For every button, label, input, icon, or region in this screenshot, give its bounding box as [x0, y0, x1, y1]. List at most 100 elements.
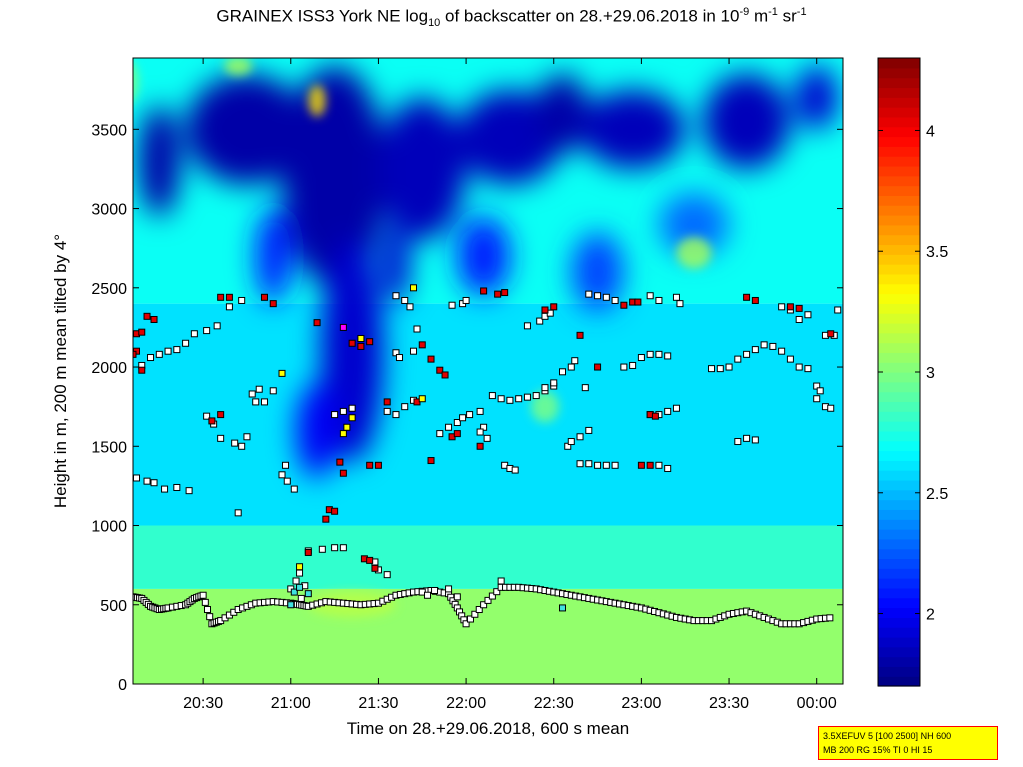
boundary-layer-marker	[488, 592, 496, 600]
colorbar-tick-label: 2.5	[926, 486, 948, 503]
boundary-layer-marker	[204, 606, 212, 614]
layer-marker-red	[313, 319, 321, 327]
layer-marker-white	[581, 384, 589, 392]
colorbar-step	[878, 568, 920, 579]
layer-marker-white	[523, 322, 531, 330]
colorbar-step	[878, 58, 920, 69]
colorbar-step	[878, 489, 920, 501]
colorbar-step	[878, 430, 920, 442]
layer-marker-white	[813, 395, 821, 403]
layer-marker-white	[646, 292, 654, 300]
colorbar-step	[878, 244, 920, 255]
layer-marker-white	[190, 330, 198, 338]
low-backscatter-region	[457, 216, 510, 296]
low-backscatter-region	[795, 65, 838, 130]
colorbar-tick-label: 3.5	[926, 244, 948, 261]
colorbar-step	[878, 165, 920, 177]
colorbar-step	[878, 676, 920, 687]
colorbar-step	[878, 597, 920, 609]
colorbar-step	[878, 126, 920, 138]
colorbar-step	[878, 97, 920, 108]
boundary-layer-marker	[471, 610, 479, 618]
layer-marker-white	[339, 407, 347, 415]
layer-marker-white	[480, 423, 488, 431]
colorbar-step	[878, 273, 920, 285]
layer-marker-red	[827, 330, 835, 338]
layer-marker-red	[150, 315, 158, 323]
layer-marker-red	[436, 366, 444, 374]
colorbar: 2 2.5 3 3.5 4	[877, 57, 948, 687]
colorbar-step	[878, 578, 920, 589]
layer-marker-white	[511, 466, 519, 474]
colorbar-step	[878, 313, 920, 324]
layer-marker-red	[217, 293, 225, 301]
layer-marker-white	[795, 363, 803, 371]
colorbar-step	[878, 411, 920, 422]
layer-marker-white	[462, 296, 470, 304]
colorbar-step	[878, 666, 920, 677]
layer-marker-white	[734, 438, 742, 446]
colorbar-step	[878, 460, 920, 471]
layer-marker-white	[813, 382, 821, 390]
colorbar-step	[878, 529, 920, 540]
layer-marker-white	[532, 392, 540, 400]
layer-marker-red	[217, 411, 225, 419]
layer-marker-white	[331, 544, 339, 552]
colorbar-step	[878, 421, 920, 432]
layer-marker-white	[133, 474, 141, 482]
layer-marker-red	[336, 458, 344, 466]
colorbar-step	[878, 558, 920, 569]
colorbar-step	[878, 254, 920, 265]
colorbar-step	[878, 587, 920, 599]
layer-marker-red	[576, 331, 584, 339]
info-line-2: MB 200 RG 15% TI 0 HI 15	[823, 745, 933, 755]
boundary-layer-marker	[462, 620, 470, 628]
colorbar-step	[878, 617, 920, 628]
colorbar-step	[878, 185, 920, 196]
colorbar-step	[878, 264, 920, 275]
layer-marker-red	[786, 303, 794, 311]
layer-marker-white	[743, 434, 751, 442]
colorbar-step	[878, 342, 920, 353]
colorbar-tick-label: 3	[926, 365, 935, 382]
layer-marker-white	[383, 407, 391, 415]
layer-marker-red	[225, 293, 233, 301]
layer-marker-white	[238, 296, 246, 304]
colorbar-step	[878, 440, 920, 452]
layer-marker-white	[734, 355, 742, 363]
title-exponent-sr: -1	[796, 6, 807, 18]
layer-marker-yellow	[343, 423, 351, 431]
title-log-base: 10	[428, 17, 441, 30]
layer-marker-white	[497, 577, 505, 585]
high-backscatter-region	[308, 84, 326, 117]
layer-marker-white	[143, 477, 151, 485]
layer-marker-white	[243, 433, 251, 441]
colorbar-step	[878, 372, 920, 383]
layer-marker-red	[348, 339, 356, 347]
layer-marker-white	[541, 384, 549, 392]
plot-area	[133, 58, 843, 684]
title-unit-meter: m	[749, 6, 769, 26]
layer-marker-white	[637, 354, 645, 362]
layer-marker-white	[413, 325, 421, 333]
layer-marker-white	[161, 485, 169, 493]
layer-marker-white	[571, 357, 579, 365]
layer-marker-yellow	[278, 369, 286, 377]
colorbar-step	[878, 303, 920, 314]
layer-marker-white	[339, 544, 347, 552]
layer-marker-white	[769, 342, 777, 350]
x-axis: 20:30 21:00 21:30 22:00 22:30 23:00 23:30 00:00	[183, 58, 837, 712]
layer-marker-red	[427, 355, 435, 363]
colorbar-step	[878, 87, 920, 98]
colorbar-step	[878, 450, 920, 461]
x-tick-label: 00:00	[797, 695, 837, 712]
layer-marker-white	[497, 395, 505, 403]
layer-marker-white	[611, 296, 619, 304]
layer-marker-red	[494, 290, 502, 298]
layer-marker-yellow	[357, 335, 365, 343]
layer-marker-cyan	[287, 601, 295, 609]
layer-marker-red	[143, 312, 151, 320]
layer-marker-red	[269, 300, 277, 308]
layer-marker-red	[637, 461, 645, 469]
boundary-layer-marker	[466, 615, 474, 623]
